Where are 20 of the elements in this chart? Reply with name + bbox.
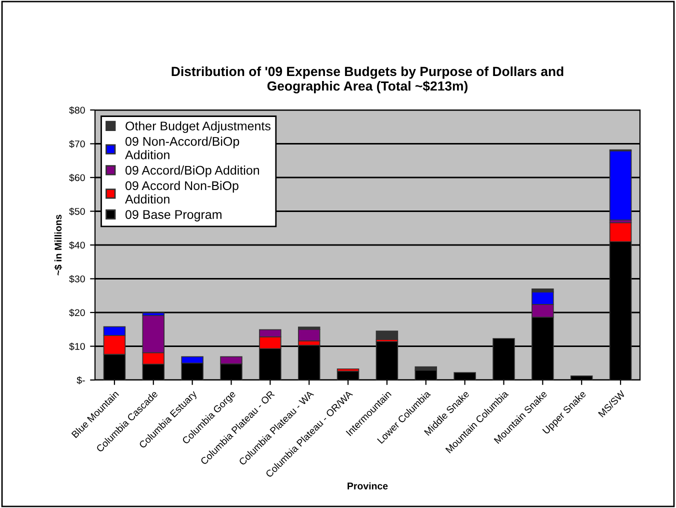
y-tick-label: $80 xyxy=(69,106,85,114)
y-tick-label: $- xyxy=(76,376,85,384)
y-tick-label: $70 xyxy=(69,140,85,148)
y-tick-label: $40 xyxy=(69,241,85,250)
bar xyxy=(376,330,398,340)
legend-label: 09 Base Program xyxy=(125,210,222,222)
chart-title: Distribution of '09 Expense Budgets by Purpose of Dollars and Geographic Area (Total ~$213m) xyxy=(172,66,564,94)
legend-label: 09 Non-Accord/BiOp Addition xyxy=(125,136,240,160)
legend-label: Other Budget Adjustments xyxy=(126,121,270,133)
y-tick-label: $60 xyxy=(69,174,85,182)
y-tick-label: $30 xyxy=(69,275,85,283)
y-tick-label: $20 xyxy=(69,308,85,317)
legend-label: 09 Accord Non-BiOp Addition xyxy=(125,180,238,204)
bar xyxy=(298,328,320,342)
bar xyxy=(609,150,632,220)
legend-label: 09 Accord/BiOp Addition xyxy=(125,166,259,178)
x-axis-title: Province xyxy=(348,482,388,490)
y-tick-label: $10 xyxy=(69,342,85,350)
y-tick-label: $50 xyxy=(69,208,85,216)
y-axis-title: ~$ in Millions xyxy=(54,214,62,276)
